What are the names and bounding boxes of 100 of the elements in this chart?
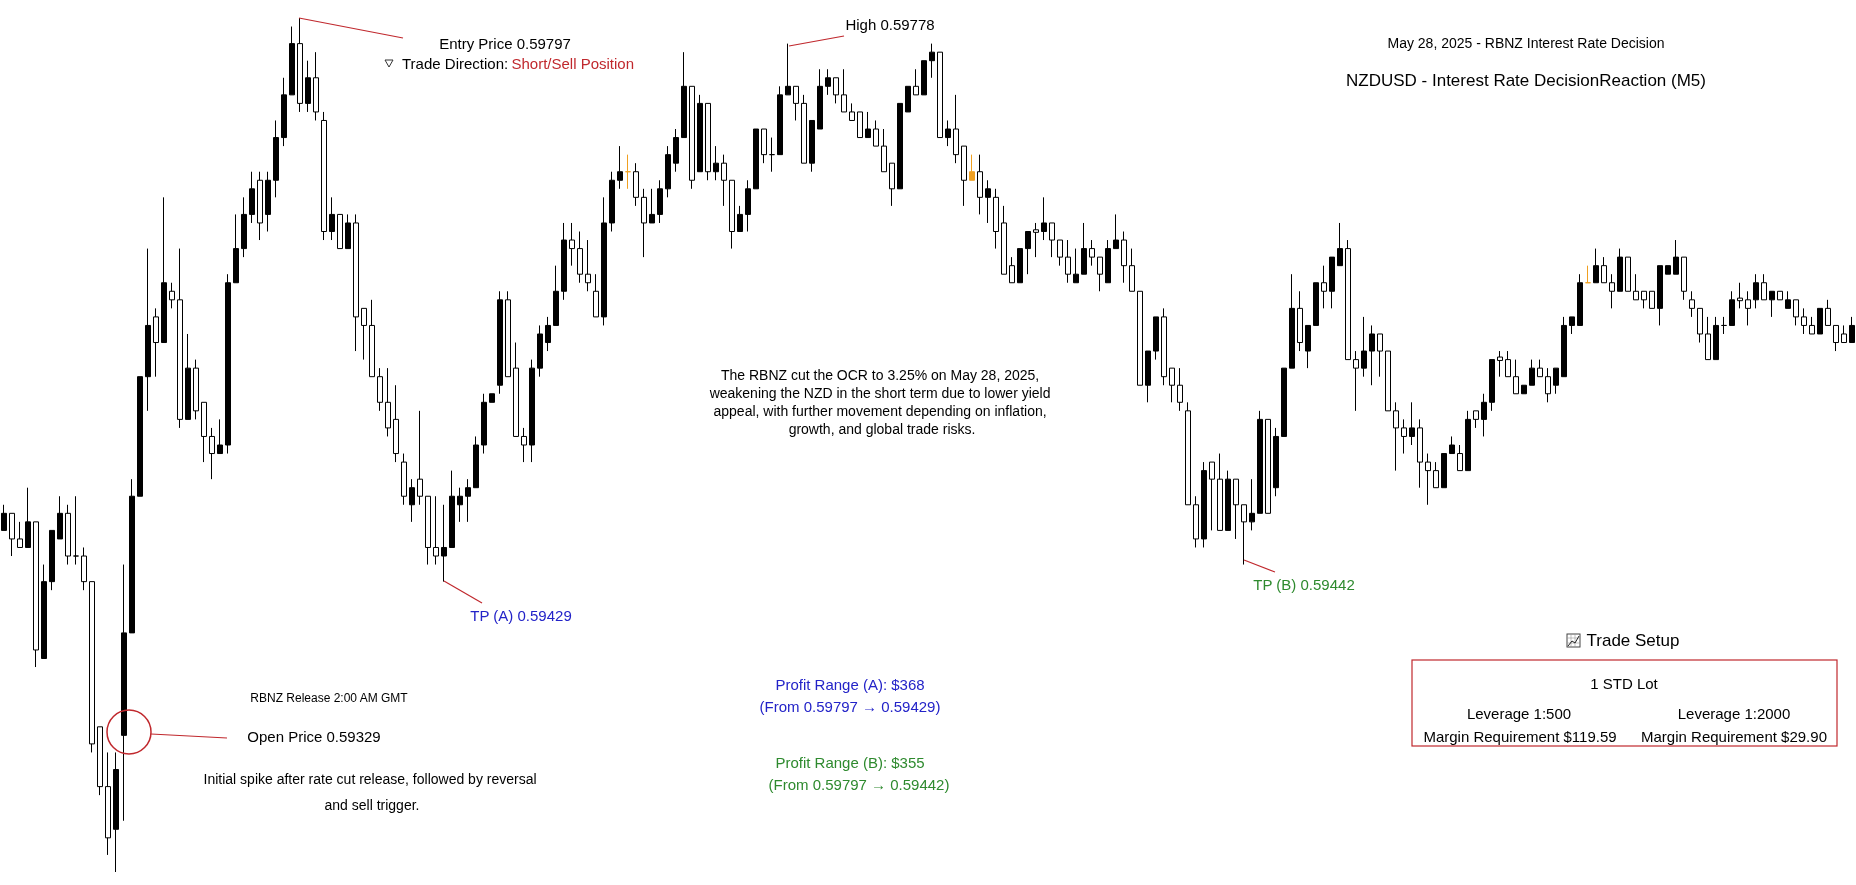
annotation: TP (A) 0.59429 <box>470 606 572 624</box>
candlestick <box>513 342 519 437</box>
annotation: Margin Requirement $29.90 <box>1641 727 1827 745</box>
candlestick <box>713 145 719 181</box>
candlestick <box>1417 418 1423 489</box>
candlestick <box>1257 410 1263 514</box>
annotation: Margin Requirement $119.59 <box>1423 727 1617 745</box>
candlestick <box>1337 222 1343 267</box>
candlestick <box>1545 367 1551 403</box>
candlestick <box>313 51 319 121</box>
candlestick <box>1761 273 1767 301</box>
candlestick <box>1745 290 1751 326</box>
candlestick <box>441 504 447 583</box>
candlestick <box>1273 427 1279 497</box>
candlestick <box>1521 384 1527 395</box>
candlestick <box>889 162 895 207</box>
candlestick <box>865 111 871 139</box>
candlestick <box>217 418 223 455</box>
candlestick <box>681 51 687 139</box>
candlestick <box>609 171 615 232</box>
candlestick <box>1017 248 1023 284</box>
candlestick <box>625 154 631 190</box>
candlestick <box>1697 307 1703 344</box>
candlestick <box>425 495 431 566</box>
candlestick <box>1321 265 1327 309</box>
candlestick <box>25 487 31 548</box>
annotation: Entry Price 0.59797 <box>439 34 571 52</box>
candlestick <box>1073 248 1079 284</box>
candlestick <box>521 427 527 463</box>
candlestick <box>113 751 119 873</box>
candlestick <box>129 478 135 634</box>
candlestick <box>673 128 679 173</box>
candlestick <box>281 77 287 147</box>
candlestick <box>857 111 863 139</box>
candlestick <box>193 359 199 420</box>
candlestick <box>833 77 839 104</box>
candlestick <box>401 453 407 506</box>
candlestick <box>937 51 943 139</box>
candlestick <box>1105 239 1111 284</box>
annotation: Trade Direction: <box>402 54 509 72</box>
candlestick <box>345 213 351 250</box>
candlestick <box>1841 324 1847 344</box>
candlestick <box>665 145 671 198</box>
candlestick <box>801 94 807 164</box>
candlestick <box>913 68 919 96</box>
candlestick <box>1489 359 1495 412</box>
candlestick <box>489 393 495 403</box>
candlestick <box>825 68 831 96</box>
candlestick <box>321 111 327 241</box>
candlestick <box>961 145 967 207</box>
candlestick <box>1185 401 1191 506</box>
candlestick <box>1169 367 1175 403</box>
candlestick <box>1609 273 1615 309</box>
candlestick <box>809 119 815 173</box>
candlestick <box>1777 290 1783 301</box>
candlestick <box>753 128 759 190</box>
candlestick <box>201 401 207 463</box>
candlestick <box>145 248 151 412</box>
candlestick <box>1289 273 1295 369</box>
candlestick <box>465 478 471 523</box>
candlestick <box>1385 350 1391 412</box>
candlestick <box>353 213 359 352</box>
candlestick <box>1153 316 1159 361</box>
candlestick <box>1665 265 1671 275</box>
candlestick <box>921 60 927 96</box>
candlestick <box>737 205 743 232</box>
candlestick <box>1753 273 1759 309</box>
candlestick <box>585 239 591 292</box>
annotation: The RBNZ cut the OCR to 3.25% on May 28, 2025, weakening the NZD in the short term due to lower yield appeal, with further movement depending on inflation, growth, and global trade risks. <box>708 367 1055 437</box>
text: May 28, 2025 - RBNZ Interest Rate Decision <box>1387 35 1665 51</box>
candlestick <box>705 102 711 181</box>
candlestick <box>1705 316 1711 361</box>
candlestick <box>1177 367 1183 412</box>
candlestick <box>1401 418 1407 455</box>
candlestick <box>1193 495 1199 548</box>
candlestick <box>385 367 391 437</box>
candlestick <box>1329 256 1335 309</box>
candlestick <box>1425 453 1431 506</box>
candlestick <box>1001 205 1007 275</box>
candlestick <box>1121 231 1127 284</box>
candlestick <box>169 282 175 309</box>
candlestick <box>1673 239 1679 275</box>
candlestick <box>1281 367 1287 437</box>
candlestick <box>433 495 439 566</box>
candlestick <box>1657 265 1663 326</box>
candlestick <box>537 324 543 378</box>
annotation: Profit Range (B): $355 <box>775 753 925 771</box>
candlestick <box>361 307 367 361</box>
candlestick <box>873 119 879 147</box>
candlestick <box>1161 307 1167 386</box>
candlestick <box>121 564 127 822</box>
candlestick <box>657 179 663 224</box>
candlestick <box>33 521 39 668</box>
candlestick <box>841 68 847 113</box>
candlestick <box>1409 401 1415 446</box>
candlestick <box>329 196 335 241</box>
candlestick <box>225 273 231 455</box>
annotation: Short/Sell Position <box>511 54 635 72</box>
candlestick <box>1057 239 1063 267</box>
candlestick <box>97 726 103 796</box>
